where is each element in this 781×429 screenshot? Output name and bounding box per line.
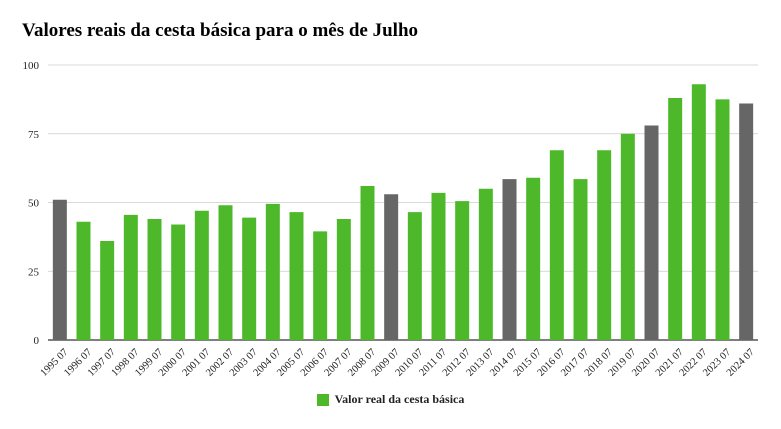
bars — [52, 84, 754, 340]
legend-label: Valor real da cesta básica — [334, 392, 465, 406]
bar-2023-07 — [715, 99, 730, 340]
bar-2012-07 — [455, 201, 470, 340]
bar-2008-07 — [360, 186, 375, 340]
bar-2022-07 — [691, 84, 706, 340]
bar-2021-07 — [668, 98, 683, 340]
bar-1998-07 — [123, 214, 138, 340]
legend-swatch — [316, 393, 329, 406]
bar-2020-07 — [644, 125, 659, 340]
y-tick-label: 25 — [28, 266, 40, 278]
bar-1997-07 — [100, 241, 115, 340]
y-tick-label: 50 — [28, 198, 40, 210]
bar-2024-07 — [739, 103, 754, 340]
bar-2015-07 — [526, 177, 541, 340]
bar-2001-07 — [194, 210, 209, 340]
y-tick-label: 100 — [23, 60, 40, 72]
chart-title: Valores reais da cesta básica para o mês… — [22, 20, 419, 41]
y-tick-label: 0 — [34, 335, 40, 347]
grid-lines — [48, 64, 758, 341]
bar-2013-07 — [478, 188, 493, 340]
bar-2000-07 — [171, 224, 186, 340]
bar-2004-07 — [265, 203, 280, 340]
y-axis-ticks: 0 25 50 75 100 — [23, 60, 40, 347]
bar-2010-07 — [407, 212, 422, 340]
bar-2009-07 — [384, 194, 399, 340]
bar-2018-07 — [597, 150, 612, 340]
bar-2006-07 — [313, 231, 328, 340]
legend: Valor real da cesta básica — [0, 392, 781, 407]
bar-2016-07 — [549, 150, 564, 340]
bar-2011-07 — [431, 192, 446, 340]
bar-2003-07 — [242, 217, 257, 340]
bar-1999-07 — [147, 219, 162, 340]
bar-2019-07 — [620, 133, 635, 340]
y-tick-label: 75 — [28, 129, 40, 141]
bar-2014-07 — [502, 179, 517, 340]
bar-2007-07 — [336, 219, 351, 340]
bar-1995-07 — [52, 199, 67, 340]
bar-2017-07 — [573, 179, 588, 340]
bar-2002-07 — [218, 205, 233, 340]
bar-2005-07 — [289, 212, 304, 340]
bar-1996-07 — [76, 221, 91, 340]
